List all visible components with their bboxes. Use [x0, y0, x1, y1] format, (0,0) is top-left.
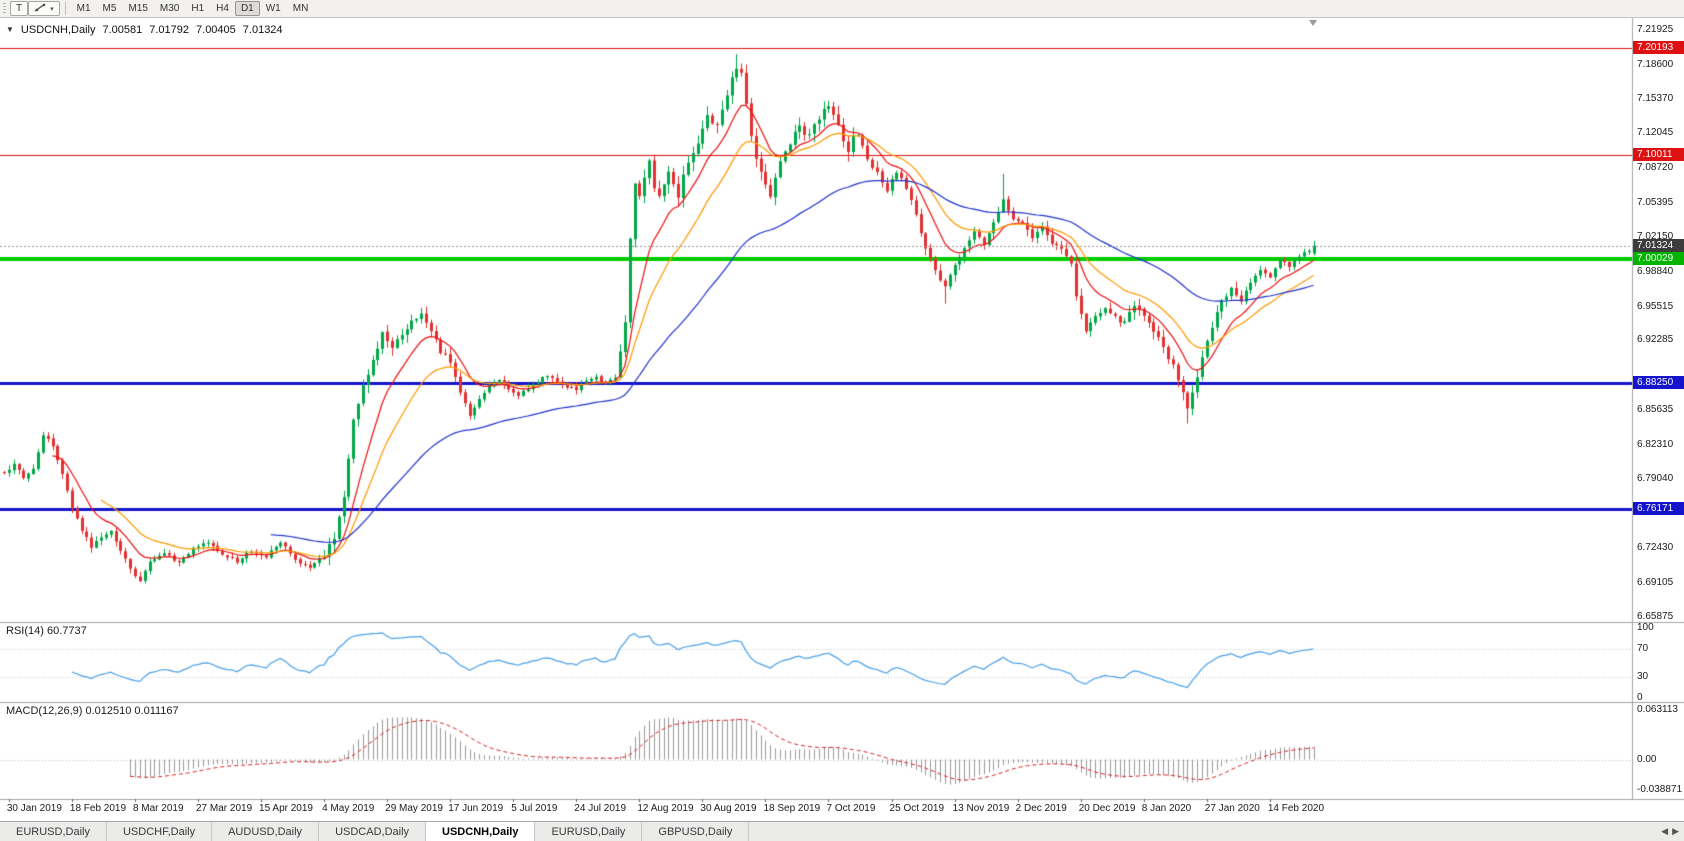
rsi-indicator-label: RSI(14) 60.7737: [6, 625, 87, 637]
tabs-scroll-left-button[interactable]: ◀: [1661, 826, 1669, 836]
timeframe-button-w1[interactable]: W1: [265, 3, 281, 14]
timeframe-button-mn[interactable]: MN: [292, 3, 309, 14]
macd-level-label: -0.038871: [1637, 784, 1683, 795]
toolbar: T ▾ M1 M5 M15 M30 H1 H4 D1 W1 MN: [0, 0, 1684, 18]
price-tick-label: 7.02150: [1637, 231, 1674, 243]
date-tick-label: 17 Jun 2019: [448, 803, 504, 814]
timeframe-button-m1[interactable]: M1: [76, 3, 91, 14]
rsi-level-label-100: 100: [1637, 622, 1654, 633]
date-tick-label: 13 Nov 2019: [952, 803, 1010, 814]
date-tick-label: 18 Sep 2019: [763, 803, 821, 814]
price-tick-label: 6.85635: [1637, 404, 1674, 416]
date-tick-label: 5 Jul 2019: [511, 803, 558, 814]
price-tick-label: 6.92285: [1637, 334, 1674, 346]
rsi-level-label-70: 70: [1637, 643, 1649, 654]
tab-scroll-arrows: ◀ ▶: [1661, 822, 1684, 841]
date-tick-label: 14 Feb 2020: [1267, 803, 1325, 814]
date-tick-label: 4 May 2019: [322, 803, 375, 814]
price-tag-7.10011: 7.10011: [1633, 147, 1684, 161]
date-tick-label: 7 Oct 2019: [826, 803, 876, 814]
chevron-down-icon: ▾: [50, 5, 54, 13]
price-tag-7.20193: 7.20193: [1633, 41, 1684, 55]
price-tick-label: 7.05395: [1637, 197, 1674, 209]
ohlc-low: 7.00405: [196, 24, 236, 36]
chart-tabs: EURUSD,Daily USDCHF,Daily AUDUSD,Daily USDC…: [0, 822, 750, 841]
rsi-level-label-0: 0: [1637, 692, 1643, 703]
chart-shift-marker-icon[interactable]: [1309, 20, 1317, 26]
date-tick-label: 30 Jan 2019: [6, 803, 62, 814]
date-tick-label: 18 Feb 2019: [69, 803, 127, 814]
price-tick-label: 7.12045: [1637, 127, 1674, 139]
price-tick-label: 7.08720: [1637, 162, 1674, 174]
date-tick-label: 2 Dec 2019: [1015, 803, 1067, 814]
date-tick-label: 12 Aug 2019: [637, 803, 694, 814]
timeframe-button-h4[interactable]: H4: [216, 3, 229, 14]
chart-symbol-period: USDCNH,Daily: [20, 24, 96, 36]
macd-level-label: 0.00: [1637, 753, 1657, 765]
ohlc-high: 7.01792: [149, 24, 190, 36]
price-tick-label: 7.18600: [1637, 58, 1674, 70]
chart-tab-usdcad-3[interactable]: USDCAD,Daily: [319, 822, 427, 841]
date-tick-label: 30 Aug 2019: [700, 803, 757, 814]
price-tick-label: 6.98840: [1637, 265, 1674, 277]
price-tick-label: 6.65875: [1637, 611, 1674, 622]
date-tick-label: 8 Mar 2019: [132, 803, 184, 814]
date-tick-label: 15 Apr 2019: [259, 803, 313, 814]
timeframe-button-h1[interactable]: H1: [191, 3, 205, 14]
chart-header: ▼ USDCNH,Daily 7.00581 7.01792 7.00405 7…: [6, 24, 283, 36]
timeframe-buttons: M1 M5 M15 M30 H1 H4 D1 W1 MN: [71, 1, 315, 16]
tabs-scroll-right-button[interactable]: ▶: [1672, 826, 1679, 836]
date-tick-label: 24 Jul 2019: [574, 803, 627, 814]
chart-tab-bar: EURUSD,Daily USDCHF,Daily AUDUSD,Daily USDC…: [0, 821, 1684, 841]
chart-tab-usdcnh-4[interactable]: USDCNH,Daily: [426, 822, 536, 841]
rsi-level-label-30: 30: [1637, 671, 1649, 682]
date-tick-label: 25 Oct 2019: [889, 803, 945, 814]
chart-tab-eurusd-0[interactable]: EURUSD,Daily: [0, 822, 107, 841]
trendline-draw-icon: [34, 2, 47, 16]
price-tag-6.88250: 6.88250: [1633, 375, 1684, 389]
price-tick-label: 6.82310: [1637, 438, 1674, 450]
date-tick-label: 27 Mar 2019: [196, 803, 253, 814]
timeframe-button-m5[interactable]: M5: [102, 3, 117, 14]
toolbar-gripper[interactable]: [3, 2, 6, 15]
timeframe-button-m30[interactable]: M30: [159, 3, 180, 14]
price-tick-label: 6.69105: [1637, 577, 1674, 589]
price-tick-label: 6.95515: [1637, 300, 1674, 312]
macd-indicator-label: MACD(12,26,9) 0.012510 0.011167: [6, 705, 179, 717]
price-tag-6.76171: 6.76171: [1633, 502, 1684, 516]
chart-tab-audusd-2[interactable]: AUDUSD,Daily: [212, 822, 320, 841]
chart-tab-eurusd-5[interactable]: EURUSD,Daily: [535, 822, 643, 841]
chart-tab-usdchf-1[interactable]: USDCHF,Daily: [106, 822, 213, 841]
draw-tools-button[interactable]: ▾: [28, 1, 60, 16]
date-tick-label: 20 Dec 2019: [1078, 803, 1136, 814]
collapse-chart-icon[interactable]: ▼: [6, 25, 14, 34]
toolbar-separator: [64, 2, 66, 15]
timeframe-button-m15[interactable]: M15: [128, 3, 148, 14]
date-tick-label: 27 Jan 2020: [1204, 803, 1260, 814]
ohlc-open: 7.00581: [102, 24, 143, 36]
timeframe-button-d1[interactable]: D1: [234, 1, 260, 16]
ohlc-close: 7.01324: [242, 24, 283, 36]
price-tick-label: 6.72430: [1637, 542, 1674, 554]
price-tick-label: 6.79040: [1637, 473, 1674, 485]
macd-level-label: 0.063113: [1637, 704, 1678, 715]
price-tick-label: 7.21925: [1637, 24, 1674, 35]
chart-tab-gbpusd-6[interactable]: GBPUSD,Daily: [642, 822, 750, 841]
text-tool-button[interactable]: T: [10, 1, 29, 16]
date-tick-label: 8 Jan 2020: [1141, 803, 1192, 814]
date-tick-label: 29 May 2019: [385, 803, 443, 814]
price-tag-7.00029: 7.00029: [1633, 252, 1684, 266]
price-tag-7.01324: 7.01324: [1633, 238, 1684, 252]
price-tick-label: 7.15370: [1637, 92, 1674, 104]
